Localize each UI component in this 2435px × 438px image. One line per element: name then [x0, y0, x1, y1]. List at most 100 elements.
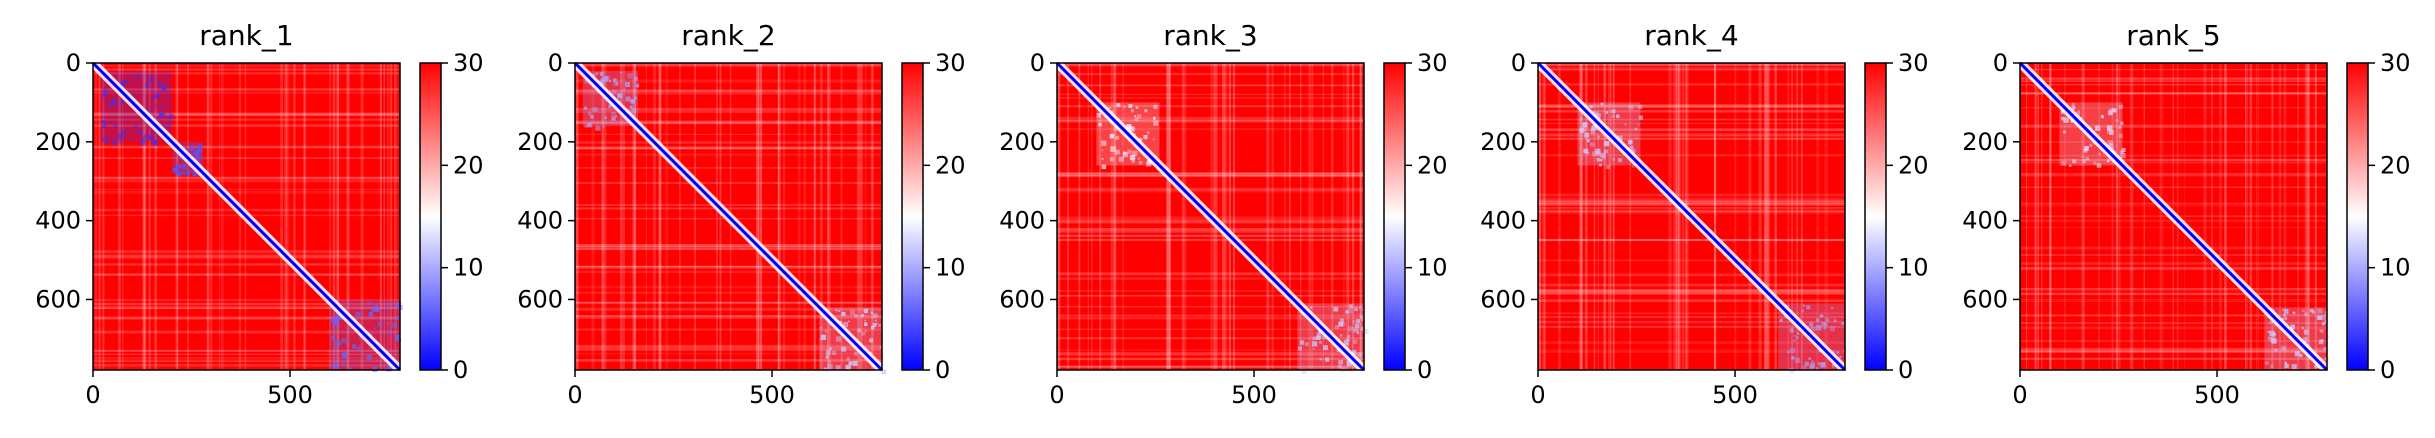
heatmap-streak [390, 63, 393, 370]
heatmap-streak [93, 263, 400, 266]
heatmap-contact-cell [155, 92, 161, 98]
heatmap-contact-cell [105, 140, 109, 144]
heatmap-streak [1057, 64, 1364, 68]
heatmap-streak [1714, 63, 1716, 370]
heatmap-streak [93, 365, 400, 368]
heatmap-streak [623, 63, 625, 370]
heatmap-streak [395, 63, 398, 370]
heatmap-contact-cell [1599, 163, 1602, 167]
heatmap-contact-cell [590, 115, 594, 119]
heatmap-contact-cell [119, 141, 123, 145]
heatmap-contact-cell [102, 87, 107, 92]
heatmap-streak [93, 114, 400, 116]
heatmap-streak [1676, 63, 1679, 370]
heatmap-contact-cell [175, 170, 181, 176]
heatmap-contact-cell [1338, 321, 1344, 327]
heatmap-panel-5: rank_5 0 500 0 200 400 600 0 10 20 30 [1962, 19, 2410, 409]
heatmap-contact-cell [129, 75, 133, 79]
heatmap-streak [148, 63, 151, 370]
heatmap-streak [575, 315, 882, 318]
heatmap-streak [2020, 288, 2327, 290]
heatmap-diagonal [1055, 61, 1366, 372]
heatmap-streak [2020, 92, 2327, 95]
heatmap-streak [1057, 357, 1364, 361]
heatmap-contact-cell [841, 308, 844, 311]
heatmap-streak [633, 63, 637, 370]
heatmap-streak [2098, 63, 2100, 370]
heatmap-streak [659, 63, 662, 370]
heatmap-contact-cell [1816, 367, 1819, 370]
heatmap-streak [2118, 63, 2121, 370]
heatmap-contact-cell [393, 323, 398, 328]
heatmap-contact-cell [631, 108, 636, 114]
colorbar-tick-label: 10 [453, 254, 484, 282]
heatmap-contact-cell [2072, 159, 2077, 164]
heatmap-streak [1629, 63, 1632, 370]
heatmap-contact-cell [1132, 150, 1138, 157]
heatmap-streak [2020, 107, 2327, 109]
y-tick-label: 400 [1480, 207, 1526, 235]
heatmap-contact-cell [1590, 142, 1595, 147]
heatmap-streak [2020, 202, 2327, 205]
heatmap-contact-cell [1312, 341, 1318, 347]
heatmap-streak [1673, 63, 1675, 370]
heatmap-contact-cell [368, 312, 374, 317]
heatmap-contact-cell [596, 72, 599, 74]
heatmap-contact-cell [602, 76, 608, 82]
heatmap-streak [575, 247, 882, 249]
heatmap-contact-cell [1824, 323, 1828, 327]
heatmap-streak [1057, 238, 1364, 241]
heatmap-contact-cell [842, 321, 849, 328]
heatmap-contact-cell [1331, 315, 1334, 318]
heatmap-streak [93, 119, 400, 121]
axes-frame [574, 62, 883, 371]
heatmap-streak [336, 63, 340, 370]
heatmap-contact-cell [849, 309, 856, 315]
heatmap-streak [2020, 340, 2327, 342]
heatmap-streak [2020, 254, 2327, 256]
heatmap-streak [2020, 288, 2327, 292]
heatmap-streak [1182, 63, 1185, 370]
heatmap-streak [575, 265, 882, 267]
heatmap-streak [1774, 63, 1777, 370]
heatmap-streak [1169, 63, 1172, 370]
heatmap-streak [337, 63, 339, 370]
heatmap-contact-cell [863, 322, 868, 327]
heatmap-contact-cell [1346, 360, 1353, 366]
heatmap-contact-cell [1617, 158, 1622, 163]
colorbar-tick-label: 30 [453, 49, 484, 77]
heatmap-contact-cell [1147, 159, 1152, 165]
heatmap-streak [575, 301, 882, 305]
heatmap-streak [633, 63, 637, 370]
heatmap-contact-cell [613, 81, 619, 87]
heatmap-diagonal [1536, 61, 1847, 372]
heatmap-contact-cell [845, 367, 849, 371]
heatmap-streak [1057, 119, 1364, 123]
heatmap-streak [575, 285, 882, 289]
heatmap-streak [575, 111, 882, 113]
heatmap-streak [332, 63, 336, 370]
heatmap-streak [575, 307, 882, 311]
x-tick-label: 0 [567, 381, 582, 409]
heatmap-streak [575, 301, 882, 304]
heatmap-streak [1057, 289, 1364, 292]
heatmap-streak [93, 250, 400, 253]
heatmap-contact-cell [1823, 326, 1827, 330]
heatmap-contact-cell [611, 89, 617, 95]
heatmap-streak [1057, 230, 1364, 233]
heatmap-streak [206, 63, 210, 370]
heatmap-streak [603, 63, 607, 370]
heatmap-streak [93, 191, 400, 194]
heatmap-panel-3: rank_3 0 500 0 200 400 600 0 10 20 30 [999, 19, 1447, 409]
heatmap-contact-cell [391, 322, 397, 329]
heatmap-diagonal [573, 61, 884, 372]
heatmap-streak [760, 63, 763, 370]
heatmap-contact-cell [1361, 318, 1365, 322]
heatmap-contact-cell [1334, 325, 1339, 330]
heatmap-contact-cell [1100, 140, 1107, 146]
heatmap-contact-cell [1134, 115, 1137, 118]
heatmap-contact-cell [1128, 104, 1133, 108]
heatmap-contact-cell [1333, 306, 1339, 312]
colorbar-tick-label: 10 [1898, 254, 1929, 282]
heatmap-contact-cell [2071, 106, 2076, 110]
